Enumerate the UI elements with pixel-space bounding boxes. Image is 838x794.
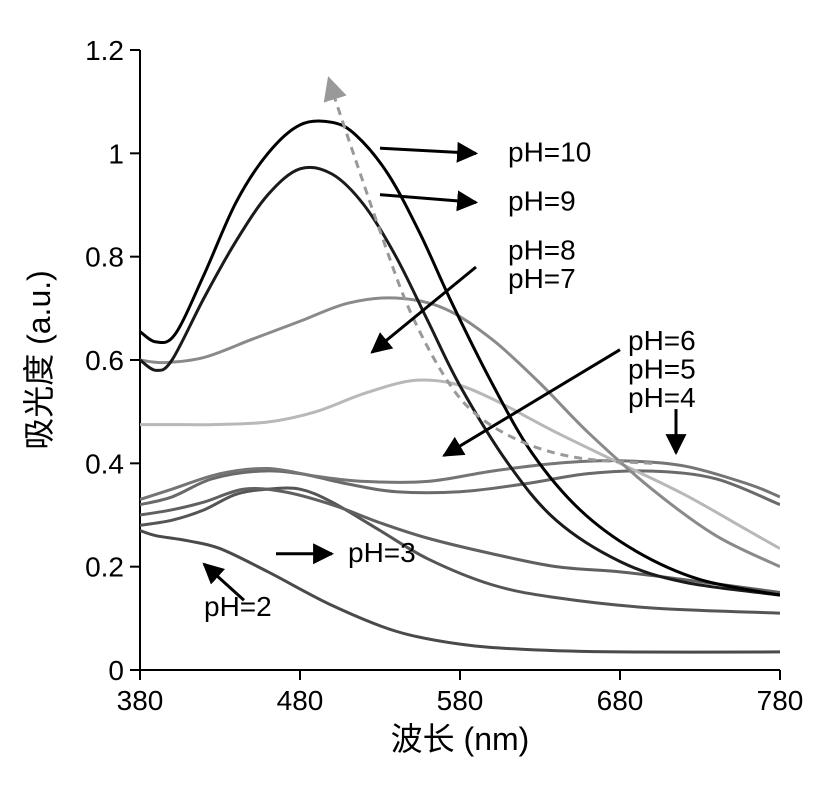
x-axis-label: 波长 (nm) xyxy=(391,721,530,757)
annotation-label: pH=7 xyxy=(508,263,576,294)
y-tick-label: 0.8 xyxy=(85,242,124,273)
y-tick-label: 0.2 xyxy=(85,552,124,583)
y-tick-label: 0 xyxy=(108,655,124,686)
y-axis-label: 吸光度 (a.u.) xyxy=(21,270,57,450)
annotation-label: pH=5 xyxy=(628,353,696,384)
annotation-arrow xyxy=(372,267,476,352)
annotation-label: pH=2 xyxy=(204,591,272,622)
y-tick-label: 0.4 xyxy=(85,448,124,479)
y-tick-label: 1.2 xyxy=(85,35,124,66)
annotation-label: pH=10 xyxy=(508,136,591,167)
x-tick-label: 480 xyxy=(277,685,324,716)
absorption-spectrum-chart: 0 0.2 0.4 0.6 0.8 1 1.2 380 480 580 680 780 波长 (nm) 吸… xyxy=(0,0,838,794)
annotation-label: pH=8 xyxy=(508,235,576,266)
y-tick-label: 0.6 xyxy=(85,345,124,376)
annotation-label: pH=9 xyxy=(508,185,576,216)
x-tick-label: 380 xyxy=(117,685,164,716)
annotation-label: pH=4 xyxy=(628,382,696,413)
x-tick-label: 680 xyxy=(597,685,644,716)
y-tick-label: 1 xyxy=(108,138,124,169)
annotation-label: pH=3 xyxy=(348,537,416,568)
series-pH4 xyxy=(140,488,780,592)
trend-arrow xyxy=(329,78,652,463)
chart-svg: 0 0.2 0.4 0.6 0.8 1 1.2 380 480 580 680 780 波长 (nm) 吸… xyxy=(0,0,838,794)
annotation-label: pH=6 xyxy=(628,325,696,356)
annotation-arrow xyxy=(380,195,476,203)
x-tick-label: 580 xyxy=(437,685,484,716)
annotation-arrow xyxy=(380,148,476,153)
x-tick-label: 780 xyxy=(757,685,804,716)
